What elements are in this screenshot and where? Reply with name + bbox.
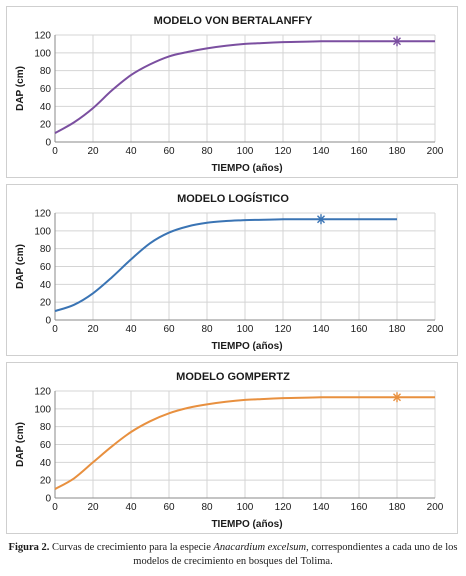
x-tick-label: 160 [351,146,368,157]
chart-panel-logistico: MODELO LOGÍSTICO 0 20 40 60 80 100 120 140 160 180… [6,184,458,356]
y-tick-label: 120 [34,387,51,398]
x-tick-label: 160 [351,324,368,335]
y-axis-title: DAP (cm) [15,244,26,289]
x-tick-label: 60 [163,502,175,513]
x-tick-label: 20 [87,324,99,335]
x-tick-label: 140 [313,146,330,157]
y-tick-label: 80 [40,244,52,255]
x-axis-title: TIEMPO (años) [211,519,282,530]
x-tick-label: 200 [427,324,444,335]
x-tick-label: 0 [52,146,58,157]
y-tick-label: 100 [34,48,51,59]
chart-title: MODELO LOGÍSTICO [177,192,289,205]
y-tick-label: 20 [40,476,52,487]
caption-text-after: , correspondientes a cada uno de los mod… [133,542,458,567]
x-tick-label: 60 [163,324,175,335]
figure-caption: Figura 2. Curvas de crecimiento para la … [6,541,460,569]
x-tick-label: 40 [125,502,137,513]
chart-svg: MODELO VON BERTALANFFY 0 20 40 60 80 100 120 140… [15,15,444,174]
x-tick-label: 60 [163,146,175,157]
x-tick-label: 20 [87,146,99,157]
x-tick-label: 120 [275,146,292,157]
x-tick-label: 180 [389,502,406,513]
series-line [54,396,436,490]
y-tick-label: 0 [45,316,51,327]
y-tick-label: 120 [34,31,51,42]
series-line [54,218,398,313]
chart-svg: MODELO GOMPERTZ 0 20 40 60 80 100 120 140 160 180 2… [15,371,444,530]
y-tick-label: 120 [34,209,51,220]
x-axis-title: TIEMPO (años) [211,163,282,174]
x-tick-label: 80 [201,324,213,335]
x-tick-label: 0 [52,324,58,335]
y-tick-label: 0 [45,494,51,505]
y-tick-label: 0 [45,138,51,149]
chart-panel-von-bertalanffy: MODELO VON BERTALANFFY 0 20 40 60 80 100 120 140… [6,6,458,178]
x-tick-label: 120 [275,324,292,335]
asterisk-marker [392,36,402,47]
y-tick-label: 40 [40,458,52,469]
y-tick-label: 20 [40,298,52,309]
x-tick-label: 200 [427,502,444,513]
y-tick-label: 60 [40,440,52,451]
y-tick-label: 80 [40,66,52,77]
caption-text-before: Curvas de crecimiento para la especie [52,542,211,553]
chart-title: MODELO VON BERTALANFFY [154,15,313,27]
x-tick-label: 80 [201,502,213,513]
y-tick-label: 100 [34,404,51,415]
y-tick-label: 60 [40,84,52,95]
chart-svg: MODELO LOGÍSTICO 0 20 40 60 80 100 120 140 160 180… [15,192,444,352]
figure-label: Figura 2. [8,542,50,553]
x-tick-label: 140 [313,324,330,335]
y-tick-label: 40 [40,102,52,113]
x-tick-label: 40 [125,324,137,335]
asterisk-marker [392,392,402,403]
y-tick-label: 60 [40,262,52,273]
y-tick-label: 20 [40,120,52,131]
x-tick-label: 40 [125,146,137,157]
x-tick-label: 180 [389,324,406,335]
x-tick-label: 100 [237,146,254,157]
y-axis-title: DAP (cm) [15,66,26,111]
x-tick-label: 200 [427,146,444,157]
x-tick-label: 80 [201,146,213,157]
y-axis-title: DAP (cm) [15,422,26,467]
x-tick-label: 20 [87,502,99,513]
x-axis-title: TIEMPO (años) [211,341,282,352]
x-tick-label: 120 [275,502,292,513]
x-tick-label: 140 [313,502,330,513]
y-tick-label: 100 [34,226,51,237]
y-tick-label: 80 [40,422,52,433]
y-tick-label: 40 [40,280,52,291]
x-tick-label: 0 [52,502,58,513]
x-tick-label: 160 [351,502,368,513]
chart-panel-gompertz: MODELO GOMPERTZ 0 20 40 60 80 100 120 140 160 180 2… [6,362,458,534]
chart-title: MODELO GOMPERTZ [176,371,290,383]
series-line [54,40,436,134]
x-tick-label: 100 [237,502,254,513]
x-tick-label: 100 [237,324,254,335]
caption-species: Anacardium excelsum [213,542,307,553]
x-tick-label: 180 [389,146,406,157]
asterisk-marker [316,214,326,225]
